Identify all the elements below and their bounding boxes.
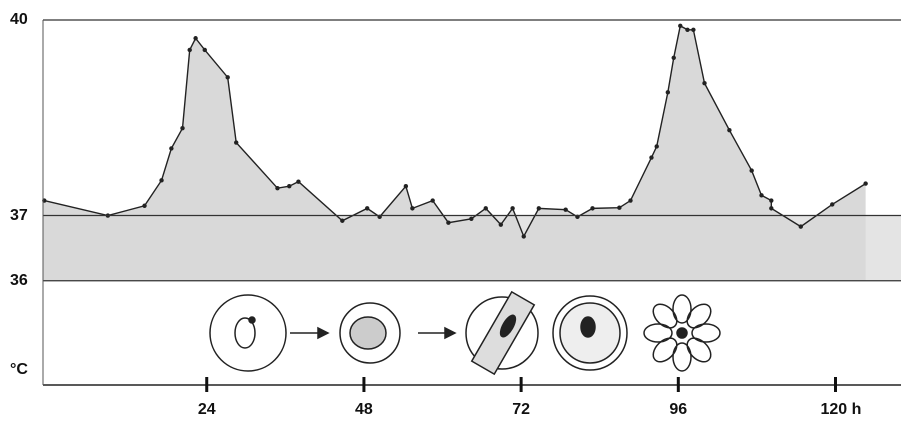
point [649,155,653,159]
rosette [644,295,720,371]
point [799,224,803,228]
trophozoite [350,317,386,349]
point [685,28,689,32]
point [365,206,369,210]
point [410,206,414,210]
x-tick-label: 120 h [821,401,862,418]
merozoite [673,295,691,323]
point [340,219,344,223]
y-axis-label: °C [10,361,28,378]
point [628,198,632,202]
point [446,221,450,225]
stage-ring [210,295,286,371]
merozoite [673,343,691,371]
point [484,206,488,210]
point [702,81,706,85]
point [510,206,514,210]
point [863,181,867,185]
point [830,202,834,206]
merozoite [683,334,716,367]
merozoite [649,300,682,333]
x-tick-label: 72 [512,401,530,418]
point [769,198,773,202]
point [169,146,173,150]
point [188,48,192,52]
merozoite [683,300,716,333]
chart: °C 36 37 40 24 48 72 96 120 h [0,0,902,421]
point [193,36,197,40]
x-tick-label: 48 [355,401,373,418]
point [404,184,408,188]
point [691,28,695,32]
point [234,140,238,144]
point [225,75,229,79]
point [275,186,279,190]
y-tick-label: 40 [10,11,28,28]
point [617,206,621,210]
point [654,144,658,148]
point [469,217,473,221]
point [203,48,207,52]
point [296,179,300,183]
point [590,206,594,210]
point [537,206,541,210]
center [677,328,687,338]
nucleus [249,317,255,323]
x-tick-label: 96 [669,401,687,418]
point [759,193,763,197]
point [769,206,773,210]
point [727,128,731,132]
y-tick-label: 36 [10,272,28,289]
merozoite [644,324,672,342]
point [522,234,526,238]
point [180,126,184,130]
point [678,24,682,28]
point [563,207,567,211]
point [666,90,670,94]
illustrations [210,292,720,374]
x-tick-label: 24 [198,401,216,418]
point [749,168,753,172]
point [672,56,676,60]
point [287,184,291,188]
arrowhead [318,328,328,338]
point [142,204,146,208]
point [431,198,435,202]
pigment [581,317,595,337]
y-tick-label: 37 [10,207,28,224]
point [499,222,503,226]
point [159,178,163,182]
merozoite [692,324,720,342]
arrowhead [445,328,455,338]
merozoite [649,334,682,367]
